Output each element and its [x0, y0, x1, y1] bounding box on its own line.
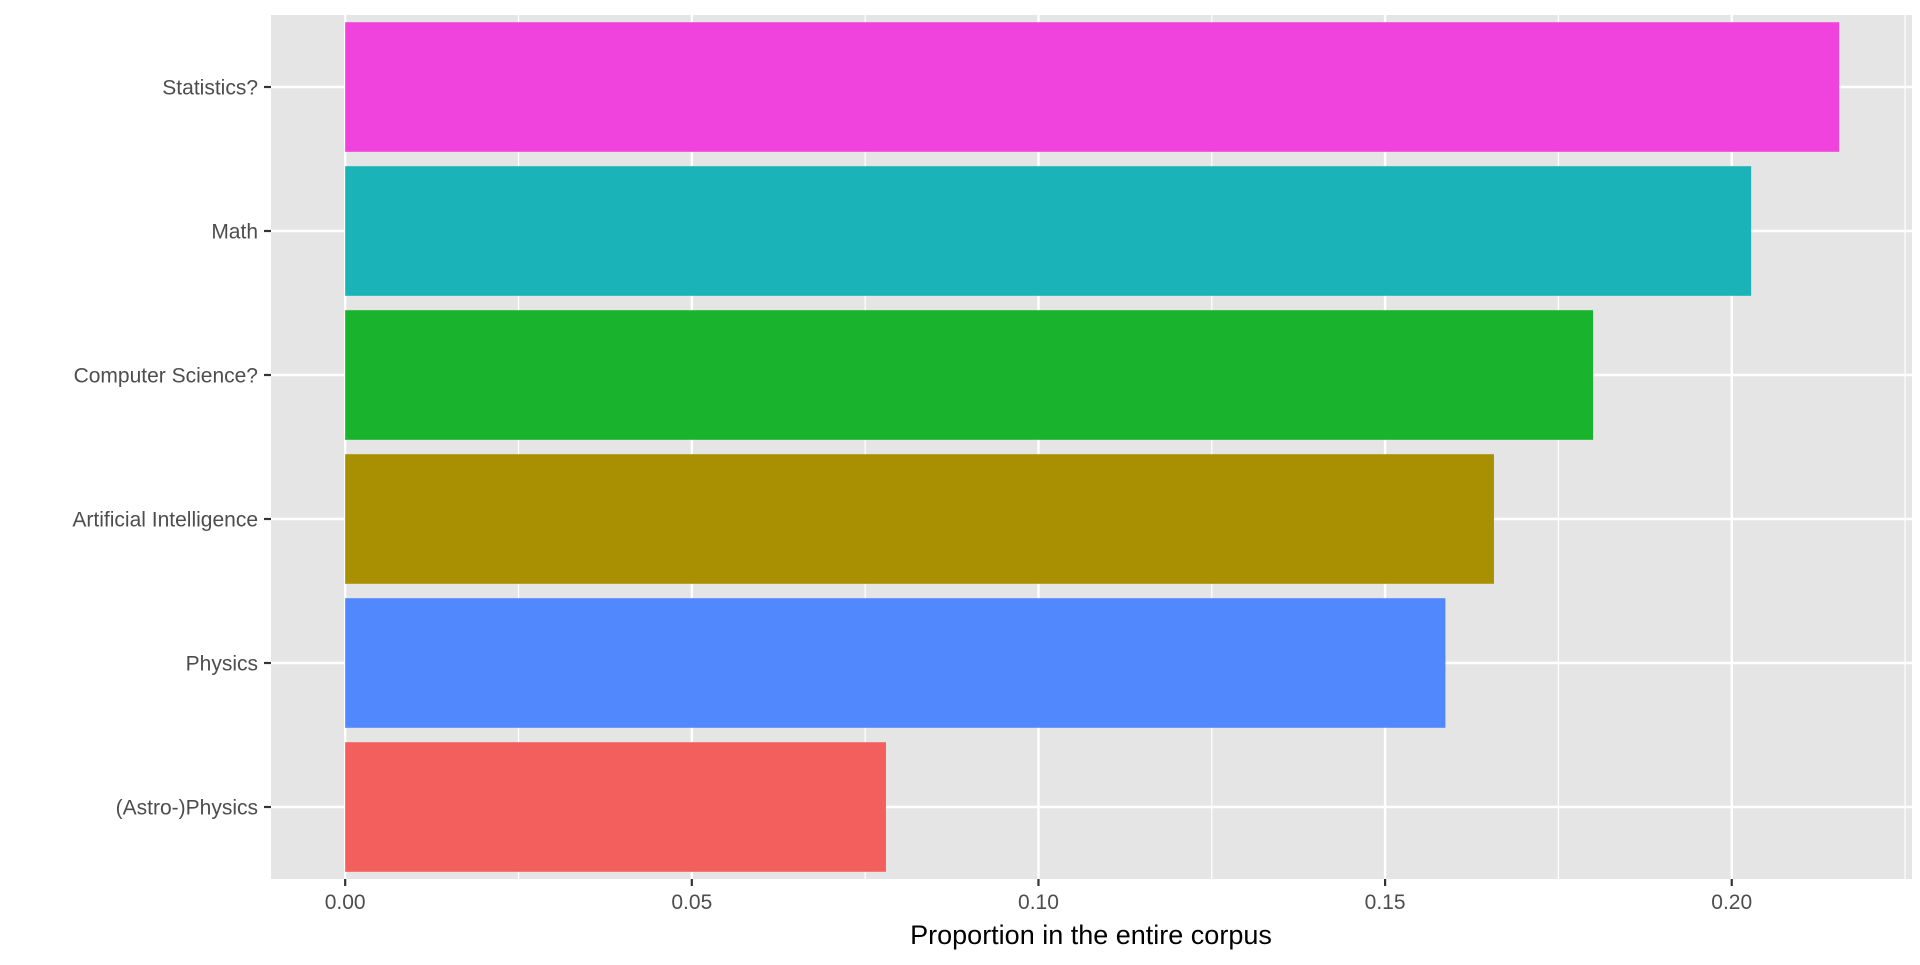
x-tick-label: 0.20 [1711, 891, 1752, 914]
plot-panel [271, 15, 1912, 879]
bars-group [345, 22, 1840, 872]
x-axis: 0.00 0.05 0.10 0.15 0.20 [325, 879, 1752, 914]
bar [345, 22, 1840, 152]
x-tick-label: 0.15 [1365, 891, 1406, 914]
y-axis: Statistics? Math Computer Science? Artifici… [72, 77, 271, 820]
y-tick-label: (Astro-)Physics [116, 797, 258, 820]
y-tick-label: Computer Science? [74, 365, 258, 388]
bar [345, 310, 1594, 440]
x-tick-label: 0.05 [671, 891, 712, 914]
bar [345, 598, 1446, 728]
minor-gridlines [517, 15, 1906, 879]
x-tick-label: 0.10 [1018, 891, 1059, 914]
bar [345, 166, 1752, 296]
y-tick-label: Statistics? [162, 77, 258, 100]
x-axis-title: Proportion in the entire corpus [910, 920, 1272, 950]
x-tick-label: 0.00 [325, 891, 366, 914]
y-tick-label: Artificial Intelligence [72, 509, 258, 532]
bar [345, 454, 1494, 584]
y-tick-label: Math [211, 221, 258, 244]
bar [345, 742, 886, 872]
y-tick-label: Physics [186, 653, 258, 676]
